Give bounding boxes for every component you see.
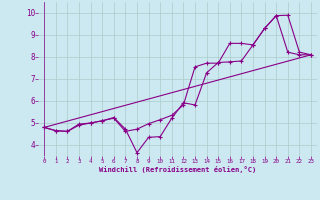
X-axis label: Windchill (Refroidissement éolien,°C): Windchill (Refroidissement éolien,°C) bbox=[99, 166, 256, 173]
